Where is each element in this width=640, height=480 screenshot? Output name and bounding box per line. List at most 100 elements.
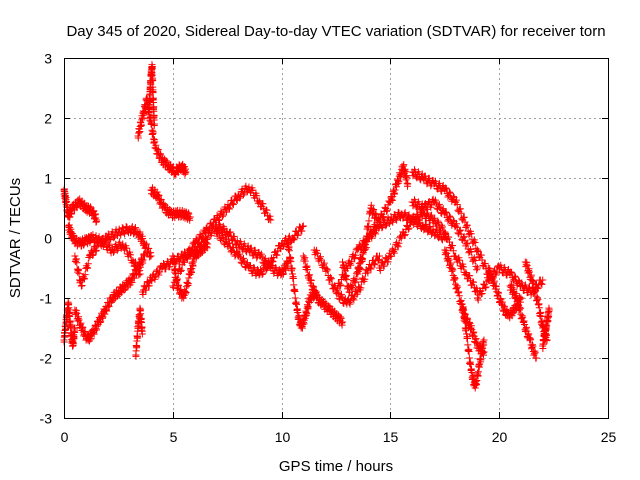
data-point-interp bbox=[151, 138, 159, 146]
data-point-interp bbox=[183, 254, 191, 262]
data-point-interp bbox=[435, 202, 443, 210]
data-point-interp bbox=[247, 262, 255, 270]
data-point-interp bbox=[452, 196, 460, 204]
data-point-interp bbox=[255, 271, 263, 279]
data-point-interp bbox=[382, 222, 390, 230]
data-point-interp bbox=[243, 260, 251, 268]
x-tick-label: 10 bbox=[275, 429, 291, 445]
data-point bbox=[480, 336, 488, 344]
data-point-interp bbox=[391, 246, 399, 254]
data-point-interp bbox=[452, 220, 460, 228]
data-point-interp bbox=[393, 216, 401, 224]
data-point-interp bbox=[364, 233, 372, 241]
data-point-interp bbox=[268, 257, 276, 265]
data-point-interp bbox=[473, 248, 481, 256]
data-point-interp bbox=[459, 307, 467, 315]
data-point-interp bbox=[166, 263, 174, 271]
data-point-interp bbox=[445, 233, 453, 241]
data-point-interp bbox=[395, 239, 403, 247]
data-point-interp bbox=[106, 242, 114, 250]
data-point-interp bbox=[222, 208, 230, 216]
data-point-interp bbox=[345, 299, 353, 307]
data-point-interp bbox=[215, 215, 223, 223]
data-point bbox=[463, 240, 471, 248]
data-point-interp bbox=[405, 211, 413, 219]
data-point-interp bbox=[445, 188, 453, 196]
data-point-interp bbox=[240, 189, 248, 197]
data-point-interp bbox=[273, 251, 281, 259]
data-point-interp bbox=[367, 265, 375, 273]
y-tick-label: 3 bbox=[44, 51, 52, 67]
data-point-interp bbox=[509, 277, 517, 285]
data-point-interp bbox=[463, 221, 471, 229]
data-point-interp bbox=[463, 335, 471, 343]
data-point-interp bbox=[437, 224, 445, 232]
data-point-interp bbox=[320, 259, 328, 267]
y-axis-label: SDTVAR / TECUs bbox=[7, 178, 24, 298]
data-point-interp bbox=[194, 239, 202, 247]
data-point-interp bbox=[298, 227, 306, 235]
data-point bbox=[354, 264, 362, 272]
data-point-interp bbox=[142, 286, 150, 294]
data-point-interp bbox=[215, 230, 223, 238]
data-point bbox=[147, 252, 155, 260]
data-point-interp bbox=[145, 282, 153, 290]
y-tick-label: 1 bbox=[44, 171, 52, 187]
data-point-interp bbox=[435, 200, 443, 208]
data-point-interp bbox=[215, 216, 223, 224]
data-point-interp bbox=[365, 217, 373, 225]
data-point-interp bbox=[415, 216, 423, 224]
data-point bbox=[473, 264, 481, 272]
data-point-interp bbox=[170, 284, 178, 292]
data-point-interp bbox=[313, 249, 321, 257]
x-axis-label: GPS time / hours bbox=[279, 458, 393, 475]
data-point-interp bbox=[75, 270, 83, 278]
data-point-interp bbox=[240, 191, 248, 199]
data-point-interp bbox=[413, 204, 421, 212]
data-point-interp bbox=[343, 276, 351, 284]
data-point-interp bbox=[379, 213, 387, 221]
data-point-interp bbox=[287, 258, 295, 266]
data-point-interp bbox=[236, 194, 244, 202]
data-point-interp bbox=[304, 266, 312, 274]
data-point-interp bbox=[460, 233, 468, 241]
data-point bbox=[299, 222, 307, 230]
data-point bbox=[150, 120, 158, 128]
data-point-interp bbox=[449, 192, 457, 200]
data-point-interp bbox=[409, 202, 417, 210]
data-point-interp bbox=[83, 264, 91, 272]
data-point-interp bbox=[379, 223, 387, 231]
data-point-interp bbox=[425, 223, 433, 231]
data-point-interp bbox=[456, 226, 464, 234]
data-point-interp bbox=[149, 77, 157, 85]
data-point-interp bbox=[170, 259, 178, 267]
data-point-interp bbox=[336, 282, 344, 290]
data-point-interp bbox=[177, 267, 185, 275]
data-point-interp bbox=[289, 275, 297, 283]
data-point-interp bbox=[400, 232, 408, 240]
data-point-interp bbox=[433, 220, 441, 228]
data-point bbox=[267, 216, 275, 224]
data-point-interp bbox=[365, 234, 373, 242]
data-point-interp bbox=[316, 255, 324, 263]
data-point bbox=[71, 324, 79, 332]
data-point-interp bbox=[473, 266, 481, 274]
data-point-interp bbox=[512, 273, 520, 281]
data-point-interp bbox=[364, 269, 372, 277]
data-point-interp bbox=[84, 264, 92, 272]
data-point-interp bbox=[294, 231, 302, 239]
data-point-interp bbox=[431, 196, 439, 204]
data-point bbox=[452, 252, 460, 260]
data-point-interp bbox=[266, 212, 274, 220]
data-point-interp bbox=[383, 206, 391, 214]
data-point-interp bbox=[337, 292, 345, 300]
data-point-interp bbox=[280, 241, 288, 249]
data-point-interp bbox=[348, 284, 356, 292]
data-point-interp bbox=[538, 280, 546, 288]
data-point-interp bbox=[255, 197, 263, 205]
data-point-interp bbox=[250, 264, 258, 272]
data-point-interp bbox=[226, 239, 234, 247]
data-point-interp bbox=[470, 278, 478, 286]
data-point-interp bbox=[459, 233, 467, 241]
